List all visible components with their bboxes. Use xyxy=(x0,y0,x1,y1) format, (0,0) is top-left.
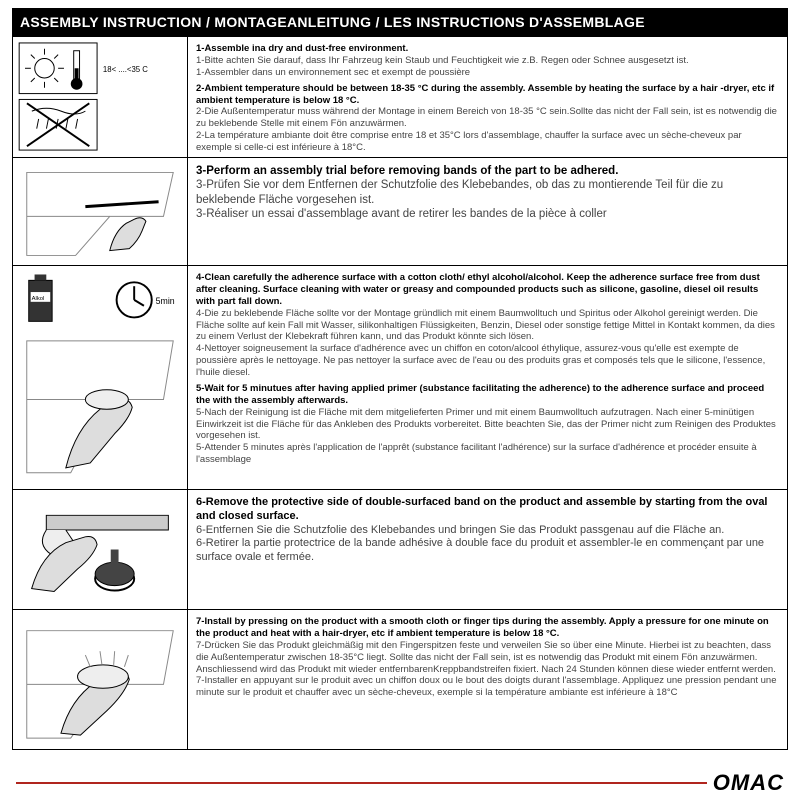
step-text-6: 6-Remove the protective side of double-s… xyxy=(188,490,787,609)
step1-de: 1-Bitte achten Sie darauf, dass Ihr Fahr… xyxy=(196,55,689,66)
step6-fr: 6-Retirer la partie protectrice de la ba… xyxy=(196,537,764,563)
step-row-4: 6-Remove the protective side of double-s… xyxy=(12,490,788,610)
step-row-2: 3-Perform an assembly trial before remov… xyxy=(12,158,788,266)
page-title: ASSEMBLY INSTRUCTION / MONTAGEANLEITUNG … xyxy=(12,8,788,36)
wait-label: 5min xyxy=(156,296,175,306)
step1-en: 1-Assemble ina dry and dust-free environ… xyxy=(196,43,408,54)
illustration-clean-wait: Alkol 5min xyxy=(13,266,188,489)
temp-range-label: 18< ....<35 C xyxy=(103,65,148,74)
step-row-1: 18< ....<35 C 1-Assemble ina dry and dus… xyxy=(12,36,788,158)
step2-en: 2-Ambient temperature should be between … xyxy=(196,83,774,106)
step-text-7: 7-Install by pressing on the product wit… xyxy=(188,610,787,749)
press-cloth-icon xyxy=(17,614,183,745)
step6-en: 6-Remove the protective side of double-s… xyxy=(196,496,768,522)
step5-en: 5-Wait for 5 minutues after having appli… xyxy=(196,383,764,406)
instruction-rows: 18< ....<35 C 1-Assemble ina dry and dus… xyxy=(12,36,788,764)
step2-fr: 2-La température ambiante doit être comp… xyxy=(196,130,742,153)
step1-fr: 1-Assembler dans un environnement sec et… xyxy=(196,67,470,78)
footer-divider xyxy=(16,782,707,784)
illustration-remove-backing xyxy=(13,490,188,609)
clean-alcohol-icon: Alkol 5min xyxy=(17,270,183,485)
illustration-environment: 18< ....<35 C xyxy=(13,37,188,157)
step5-de: 5-Nach der Reinigung ist die Fläche mit … xyxy=(196,407,776,442)
step7-en: 7-Install by pressing on the product wit… xyxy=(196,616,769,639)
step2-de: 2-Die Außentemperatur muss während der M… xyxy=(196,106,777,129)
step-text-1-2: 1-Assemble ina dry and dust-free environ… xyxy=(188,37,787,157)
step6-de: 6-Entfernen Sie die Schutzfolie des Kleb… xyxy=(196,524,724,536)
remove-tape-icon xyxy=(17,494,183,605)
step3-de: 3-Prüfen Sie vor dem Entfernen der Schut… xyxy=(196,179,723,205)
sun-thermometer-icon: 18< ....<35 C xyxy=(17,41,183,153)
step-text-4-5: 4-Clean carefully the adherence surface … xyxy=(188,266,787,489)
instruction-sheet: ASSEMBLY INSTRUCTION / MONTAGEANLEITUNG … xyxy=(0,0,800,800)
step4-fr: 4-Nettoyer soigneusement la surface d'ad… xyxy=(196,343,765,378)
brand-logo: OMAC xyxy=(713,770,784,796)
footer: OMAC xyxy=(12,764,788,800)
illustration-press-cloth xyxy=(13,610,188,749)
step7-de: 7-Drücken Sie das Produkt gleichmäßig mi… xyxy=(196,640,776,675)
alcohol-label: Alkol xyxy=(32,296,45,302)
step4-de: 4-Die zu beklebende Fläche sollte vor de… xyxy=(196,308,775,343)
step-row-5: 7-Install by pressing on the product wit… xyxy=(12,610,788,750)
illustration-trial-fit xyxy=(13,158,188,265)
step4-en: 4-Clean carefully the adherence surface … xyxy=(196,272,760,307)
step3-fr: 3-Réaliser un essai d'assemblage avant d… xyxy=(196,208,607,220)
step7-fr: 7-Installer en appuyant sur le produit a… xyxy=(196,675,776,698)
step-row-3: Alkol 5min 4-Clean carefully the adheren… xyxy=(12,266,788,490)
hand-trial-icon xyxy=(17,162,183,261)
step3-en: 3-Perform an assembly trial before remov… xyxy=(196,165,618,177)
step5-fr: 5-Attender 5 minutes après l'application… xyxy=(196,442,757,465)
step-text-3: 3-Perform an assembly trial before remov… xyxy=(188,158,787,265)
